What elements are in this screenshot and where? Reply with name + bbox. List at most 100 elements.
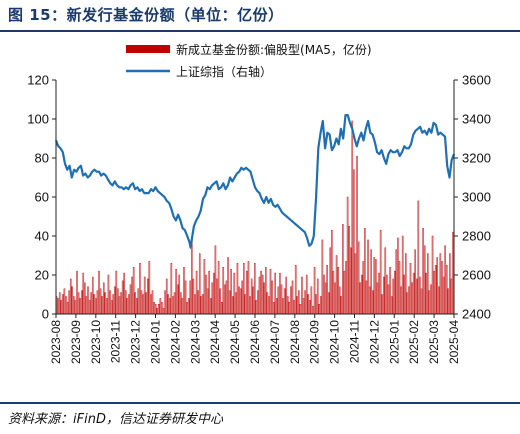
bar [214,245,217,315]
bar [305,274,308,315]
bar [299,304,302,315]
x-tick-label: 2025-03 [427,320,441,364]
bar [329,247,332,315]
bar [447,288,450,315]
bar [129,284,132,315]
bar [313,267,316,315]
bar [125,290,127,315]
bar [65,296,67,315]
bar [82,272,85,315]
title-rule [0,30,520,32]
bar [403,274,405,315]
bar [206,288,209,315]
bar [192,278,195,315]
bar [85,296,88,315]
bar [88,300,91,315]
bar [68,290,70,315]
bar [147,278,149,315]
bar [349,247,352,315]
legend-line-label: 上证综指（右轴） [176,64,272,79]
bar [257,290,259,315]
bar [121,280,124,315]
bar [334,282,336,315]
bar [84,282,86,315]
left-tick-label: 60 [35,190,49,205]
line-series [54,114,456,249]
bar [444,245,446,315]
bar [211,282,214,315]
bar [213,272,215,315]
bar [209,298,212,315]
bar [114,286,116,315]
bar [268,296,270,315]
bar [165,278,168,315]
x-tick-label: 2025-04 [447,320,461,364]
bar [405,253,407,315]
bar [139,263,141,315]
bar [57,298,59,315]
bar [187,298,190,315]
bar [395,249,398,315]
bar [285,276,287,315]
x-tick-label: 2024-07 [268,320,282,364]
bar [60,300,63,315]
bar [233,272,236,315]
x-tick-label: 2023-12 [129,320,143,364]
bar [151,290,154,315]
bar [298,290,300,315]
bar [320,296,322,315]
bar [181,298,184,315]
bar [379,229,382,315]
page-title: 图 15：新发行基金份额（单位：亿份） [8,6,284,24]
bar [178,274,180,315]
bar [150,294,152,315]
bar [427,253,429,315]
bar [74,300,77,315]
bar [197,290,199,315]
bar-series [55,120,454,315]
bar [143,276,146,315]
left-tick-label: 40 [35,229,49,244]
bar [343,270,346,315]
bar [250,278,253,315]
bar [118,296,121,315]
bar [93,294,96,315]
bar [370,249,372,315]
bar [400,286,402,315]
bar [449,253,451,315]
bar [316,278,319,315]
bar [110,300,113,315]
x-tick-label: 2024-03 [188,320,202,364]
bar [301,276,303,315]
x-axis-ticks: 2023-08 2023-09 2023-10 2023-11 2023-12 2024-… [49,314,461,364]
left-tick-label: 120 [27,73,49,88]
right-tick-label: 3000 [462,190,491,205]
bar [238,286,240,315]
bar [323,274,325,315]
bar [184,280,187,315]
x-tick-label: 2024-04 [208,320,222,364]
bar [294,265,297,315]
x-tick-label: 2024-01 [149,320,163,364]
bar [436,257,439,315]
bar [312,306,314,315]
bar [102,282,105,315]
bar [176,284,179,315]
bar [123,272,125,315]
bar [208,270,210,315]
bar [356,155,358,315]
bar [335,255,338,315]
x-tick-label: 2024-12 [367,320,381,364]
bar [342,224,344,315]
bar [307,294,310,315]
bar [137,288,140,315]
bar [331,229,333,315]
x-tick-label: 2023-11 [109,320,123,363]
bar [351,120,354,315]
bar [450,278,453,315]
bar [425,272,427,315]
bar [225,280,228,315]
bar [219,288,221,315]
bar [398,261,401,315]
legend-bar-swatch [126,45,170,53]
